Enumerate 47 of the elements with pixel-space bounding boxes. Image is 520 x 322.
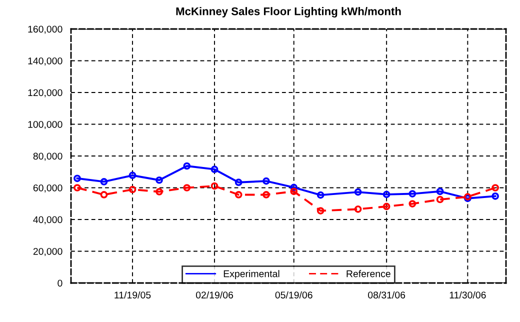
y-tick-label: 80,000 (33, 152, 62, 161)
point (100, 191, 108, 198)
point (183, 184, 191, 192)
point (408, 200, 416, 208)
point (382, 190, 390, 198)
point (234, 191, 242, 198)
point (316, 207, 324, 214)
x-tick-label: 08/31/06 (368, 291, 406, 298)
point (408, 190, 416, 198)
x-tick-label: 11/30/06 (450, 291, 486, 298)
point (74, 184, 81, 192)
point (492, 184, 499, 192)
y-tick-label: 40,000 (33, 216, 62, 224)
y-tick-label: 160,000 (28, 26, 62, 34)
point (128, 186, 136, 194)
point (436, 188, 444, 196)
point (262, 191, 270, 198)
y-tick-label: 60,000 (33, 184, 62, 193)
point (262, 177, 270, 185)
point (436, 196, 444, 204)
point (382, 202, 390, 210)
x-tick-label: 02/19/06 (196, 291, 234, 298)
y-tick-label: 120,000 (28, 89, 62, 98)
legend-label: Experimental (224, 270, 280, 280)
point (290, 188, 298, 196)
chart-title: McKinney Sales Floor Lighting kWh/month (176, 7, 401, 18)
point (128, 172, 136, 180)
y-tick-label: 140,000 (28, 57, 62, 66)
y-tick-label: 20,000 (33, 248, 62, 256)
legend-label: Reference (346, 270, 390, 278)
point (316, 191, 324, 199)
point (290, 184, 298, 192)
point (210, 182, 218, 190)
point (183, 162, 191, 170)
point (492, 192, 499, 200)
y-tick-label: 0 (58, 280, 62, 287)
x-tick-label: 05/19/06 (275, 291, 312, 298)
point (100, 178, 108, 186)
point (354, 206, 362, 213)
point (74, 174, 81, 182)
point (354, 188, 362, 196)
point (210, 166, 218, 174)
point (234, 178, 242, 186)
point (156, 176, 163, 184)
x-tick-label: 11/19/05 (114, 291, 151, 298)
y-tick-label: 100,000 (28, 120, 62, 130)
point (156, 188, 163, 196)
